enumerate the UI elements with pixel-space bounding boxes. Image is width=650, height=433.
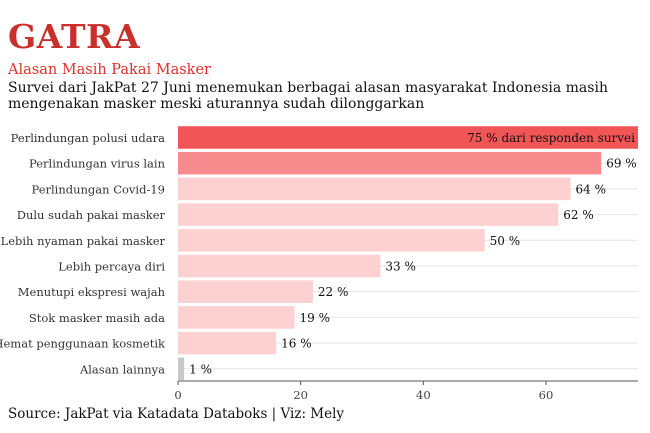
category-label: Lebih nyaman pakai masker [1, 234, 166, 248]
category-label: Lebih percaya diri [58, 260, 165, 274]
brand-logo: GATRA [8, 17, 141, 56]
category-label: Perlindungan polusi udara [11, 131, 165, 145]
category-label: Alasan lainnya [79, 362, 165, 376]
category-label: Hemat penggunaan kosmetik [0, 337, 166, 351]
bar [178, 203, 559, 226]
category-label: Menutupi ekspresi wajah [18, 285, 166, 299]
data-label: 50 % [490, 234, 520, 248]
bar [178, 331, 277, 355]
x-tick-label: 40 [416, 388, 431, 402]
category-label: Dulu sudah pakai masker [17, 208, 166, 222]
bar [178, 306, 295, 329]
x-tick-label: 60 [539, 388, 554, 402]
chart-title: Alasan Masih Pakai Masker [8, 62, 211, 78]
x-tick-label: 0 [174, 388, 181, 402]
bar [178, 254, 381, 278]
data-label: 64 % [576, 182, 607, 196]
category-label: Perlindungan Covid-19 [31, 182, 165, 196]
bar [178, 357, 185, 381]
source-note: Source: JakPat via Katadata Databoks | V… [8, 406, 345, 422]
data-label: 62 % [563, 208, 594, 222]
data-label: 69 % [606, 157, 637, 171]
chart-subtitle: Survei dari JakPat 27 Juni menemukan ber… [8, 80, 608, 112]
bar [178, 126, 638, 149]
data-label: 75 % dari responden survei [467, 131, 635, 145]
category-label: Stok masker masih ada [29, 311, 165, 325]
data-label: 22 % [318, 285, 349, 299]
bar [178, 177, 571, 201]
bar [178, 151, 602, 175]
bar [178, 229, 485, 252]
bar [178, 280, 313, 303]
x-tick-label: 20 [293, 388, 308, 402]
data-label: 19 % [300, 311, 331, 325]
data-label: 1 % [189, 362, 212, 376]
data-label: 16 % [281, 337, 312, 351]
category-label: Perlindungan virus lain [29, 157, 166, 171]
data-label: 33 % [385, 260, 416, 274]
